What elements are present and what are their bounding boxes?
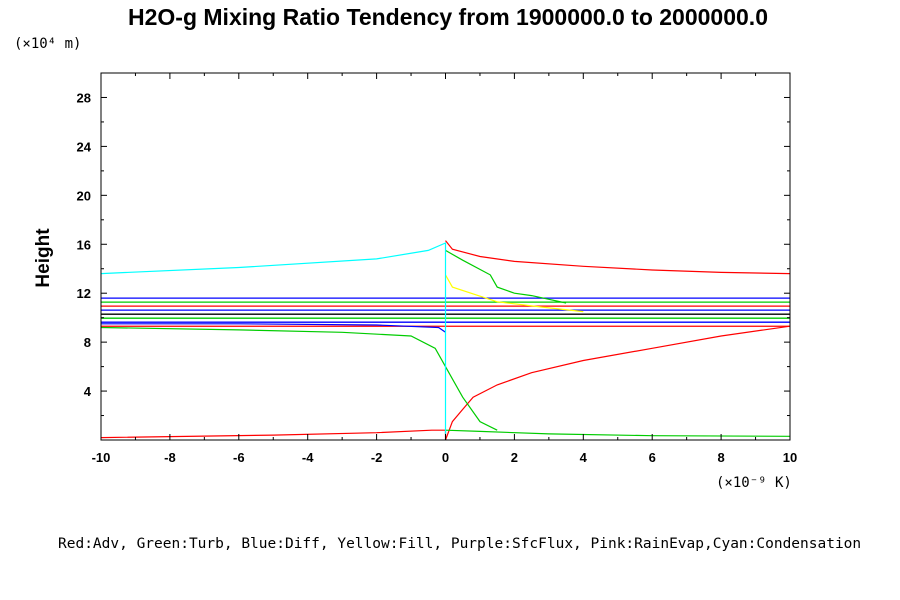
x-tick-label: 4 <box>580 450 588 465</box>
y-tick-label: 28 <box>77 90 91 105</box>
series-layer <box>100 240 791 441</box>
y-tick-label: 24 <box>77 139 92 154</box>
y-axis-label: Height <box>33 228 54 288</box>
series-line <box>100 325 791 441</box>
x-tick-label: 2 <box>511 450 518 465</box>
y-tick-label: 12 <box>77 286 91 301</box>
series-line <box>100 326 498 431</box>
y-tick-label: 16 <box>77 237 91 252</box>
series-line <box>100 242 447 434</box>
chart-title: H2O-g Mixing Ratio Tendency from 1900000… <box>128 4 768 30</box>
y-tick-label: 20 <box>77 188 91 203</box>
series-line <box>445 249 567 304</box>
x-tick-label: 8 <box>717 450 724 465</box>
x-tick-label: -4 <box>302 450 314 465</box>
legend-text: Red:Adv, Green:Turb, Blue:Diff, Yellow:F… <box>58 536 861 552</box>
x-unit-label: (×10⁻⁹ K) <box>716 475 792 491</box>
x-tick-label: -6 <box>233 450 245 465</box>
x-tick-label: -8 <box>164 450 176 465</box>
y-tick-label: 4 <box>84 384 92 399</box>
y-tick-label: 8 <box>84 335 91 350</box>
x-tick-label: -10 <box>92 450 111 465</box>
x-tick-label: 10 <box>783 450 797 465</box>
series-line <box>444 274 584 313</box>
x-tick-label: 6 <box>649 450 656 465</box>
series-line <box>445 429 791 437</box>
x-tick-label: 0 <box>442 450 449 465</box>
series-line <box>445 240 791 275</box>
x-tick-label: -2 <box>371 450 383 465</box>
series-line <box>101 323 446 333</box>
y-unit-label: (×10⁴ m) <box>14 36 81 52</box>
